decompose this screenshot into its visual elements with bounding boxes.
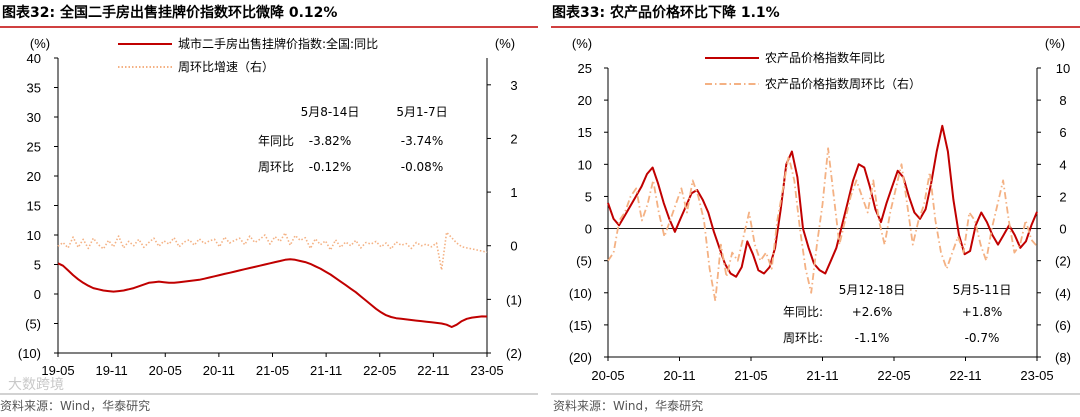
right-tick-label: 10	[1056, 61, 1070, 76]
right-tick-label: 2	[510, 131, 517, 146]
right-tick-label: (2)	[1055, 254, 1071, 269]
left-tick-label: 15	[27, 199, 41, 214]
left-tick-label: 0	[34, 287, 41, 302]
left-tick-label: (10)	[569, 286, 592, 301]
annotation-value: -0.12%	[309, 160, 351, 174]
legend-label: 农产品价格指数周环比（右）	[765, 76, 921, 91]
right-tick-label: (2)	[506, 346, 522, 361]
left-tick-label: 0	[585, 222, 592, 237]
annotation-row-label: 年同比:	[783, 305, 823, 319]
left-tick-label: (5)	[576, 254, 592, 269]
plot-area-1: (%) (%)2520151050(5)(10)(15)(20)1086420(2…	[569, 36, 1071, 383]
annotation-value: -0.08%	[401, 160, 443, 174]
annotation-header: 5月1-7日	[396, 105, 447, 119]
left-tick-label: (5)	[25, 317, 41, 332]
x-tick-label: 21-11	[806, 368, 838, 383]
x-tick-label: 20-05	[149, 363, 182, 378]
left-unit-label: (%)	[30, 36, 50, 51]
left-tick-label: 25	[578, 61, 592, 76]
legend-label: 农产品价格指数年同比	[765, 50, 885, 65]
annotation-header: 5月5-11日	[953, 283, 1012, 297]
left-tick-label: 30	[27, 110, 41, 125]
x-tick-label: 21-05	[256, 363, 289, 378]
right-unit-label: (%)	[495, 36, 515, 51]
x-tick-label: 22-11	[949, 368, 981, 383]
watermark: 大数跨境	[8, 377, 64, 393]
left-tick-label: 15	[578, 125, 592, 140]
chart-left-source: 资料来源：Wind，华泰研究	[0, 398, 150, 413]
legend-label: 城市二手房出售挂牌价指数:全国:同比	[178, 36, 378, 51]
annotation-value: +1.8%	[962, 305, 1003, 319]
x-tick-label: 21-05	[734, 368, 767, 383]
right-tick-label: 6	[1059, 125, 1066, 140]
x-tick-label: 20-05	[591, 368, 624, 383]
x-tick-label: 22-05	[877, 368, 910, 383]
x-tick-label: 19-05	[41, 363, 74, 378]
left-tick-label: (15)	[569, 318, 592, 333]
left-unit-label: (%)	[572, 36, 592, 51]
right-unit-label: (%)	[1045, 36, 1065, 51]
annotation-value: +2.6%	[852, 305, 893, 319]
annotation-header: 5月12-18日	[839, 283, 906, 297]
legend-label: 周环比增速（右）	[178, 59, 274, 74]
left-tick-label: 5	[34, 258, 41, 273]
x-tick-label: 23-05	[470, 363, 503, 378]
right-tick-label: (1)	[506, 292, 522, 307]
x-tick-label: 22-11	[417, 363, 449, 378]
series-line-0	[57, 258, 488, 328]
left-tick-label: 10	[27, 228, 41, 243]
annotation-value: -3.74%	[401, 134, 443, 148]
x-tick-label: 23-05	[1020, 368, 1053, 383]
chart-left-title: 图表32: 全国二手房出售挂牌价指数环比微降 0.12%	[2, 4, 337, 21]
annotation-value: -0.7%	[965, 331, 1000, 345]
series-line-1	[607, 147, 1038, 302]
right-tick-label: (8)	[1055, 350, 1071, 365]
series-line-1	[57, 231, 488, 271]
left-tick-label: 20	[27, 169, 41, 184]
right-tick-label: 0	[1059, 222, 1066, 237]
left-tick-label: 35	[27, 81, 41, 96]
annotation-row-label: 年同比	[258, 134, 294, 148]
chart-right-source: 资料来源：Wind，华泰研究	[553, 398, 703, 413]
annotation-value: -3.82%	[309, 134, 351, 148]
left-tick-label: 10	[578, 157, 592, 172]
x-tick-label: 19-11	[95, 363, 127, 378]
right-tick-label: 3	[510, 78, 517, 93]
annotation-header: 5月8-14日	[301, 105, 360, 119]
right-tick-label: 1	[510, 185, 517, 200]
series-line-0	[607, 124, 1038, 278]
x-tick-label: 22-05	[363, 363, 396, 378]
left-tick-label: 25	[27, 140, 41, 155]
chart-right-title: 图表33: 农产品价格环比下降 1.1%	[552, 4, 780, 21]
left-tick-label: (20)	[569, 350, 592, 365]
right-tick-label: (4)	[1055, 286, 1071, 301]
annotation-value: -1.1%	[855, 331, 890, 345]
right-tick-label: 4	[1059, 157, 1066, 172]
x-tick-label: 20-11	[203, 363, 235, 378]
right-tick-label: 8	[1059, 93, 1066, 108]
x-tick-label: 20-11	[663, 368, 695, 383]
annotation-row-label: 周环比	[258, 160, 294, 174]
right-tick-label: 2	[1059, 189, 1066, 204]
plot-area-0: (%) (%)4035302520151050(5)(10)3210(1)(2)1…	[18, 36, 522, 378]
chart-left: 图表32: 全国二手房出售挂牌价指数环比微降 0.12% 资料来源：Wind，华…	[0, 4, 538, 413]
left-tick-label: 40	[27, 51, 41, 66]
chart-right: 图表33: 农产品价格环比下降 1.1% 资料来源：Wind，华泰研究	[551, 4, 1080, 413]
annotation-row-label: 周环比:	[783, 331, 823, 345]
left-tick-label: 20	[578, 93, 592, 108]
x-tick-label: 21-11	[310, 363, 342, 378]
left-tick-label: 5	[585, 189, 592, 204]
right-tick-label: (6)	[1055, 318, 1071, 333]
right-tick-label: 0	[510, 239, 517, 254]
left-tick-label: (10)	[18, 346, 41, 361]
